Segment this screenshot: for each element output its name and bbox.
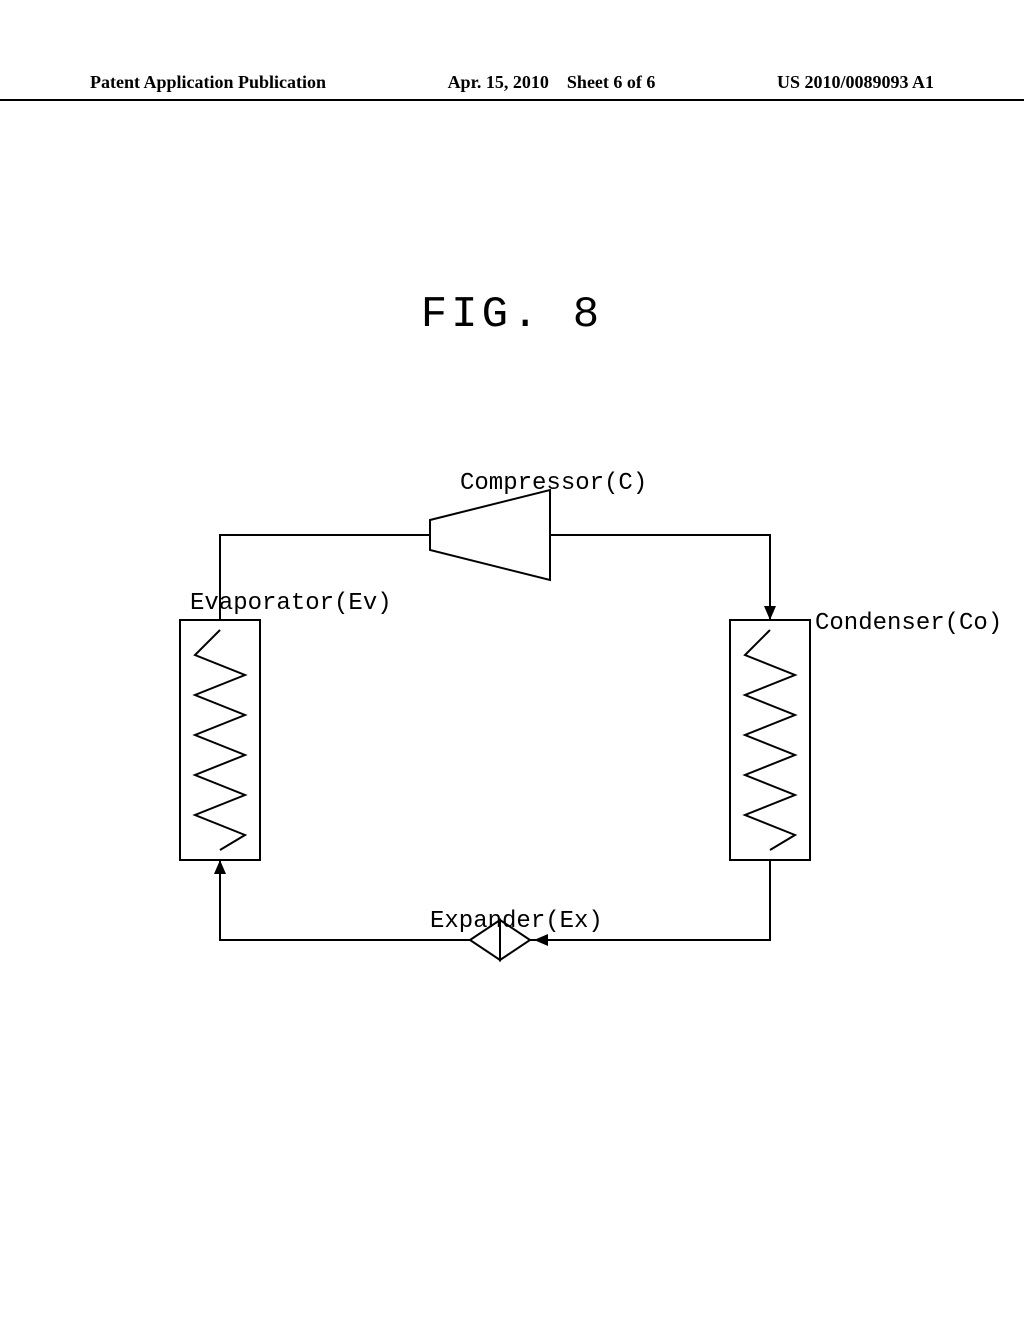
expander-label: Expander(Ex) — [430, 908, 603, 935]
evaporator-label: Evaporator(Ev) — [190, 590, 392, 617]
header-sheet: Sheet 6 of 6 — [567, 72, 656, 92]
evaporator-coil-icon — [195, 630, 245, 850]
arrow-into-condenser-icon — [764, 606, 776, 620]
page-header: Patent Application Publication Apr. 15, … — [0, 72, 1024, 101]
pipe-compressor-to-cond — [550, 535, 770, 620]
header-date-sheet: Apr. 15, 2010 Sheet 6 of 6 — [448, 72, 656, 93]
header-date: Apr. 15, 2010 — [448, 72, 549, 92]
condenser-label: Condenser(Co) — [815, 610, 1002, 637]
compressor-icon — [430, 490, 550, 580]
compressor-label: Compressor(C) — [460, 470, 647, 497]
header-pubno: US 2010/0089093 A1 — [777, 72, 934, 93]
diagram: Compressor(C) Evaporator(Ev) Condenser(C… — [150, 480, 870, 1005]
condenser-coil-icon — [745, 630, 795, 850]
arrow-into-expander-icon — [534, 934, 548, 946]
page: Patent Application Publication Apr. 15, … — [0, 0, 1024, 1320]
figure-title: FIG. 8 — [0, 290, 1024, 340]
header-pub-type: Patent Application Publication — [90, 72, 326, 93]
arrow-into-evaporator-icon — [214, 860, 226, 874]
